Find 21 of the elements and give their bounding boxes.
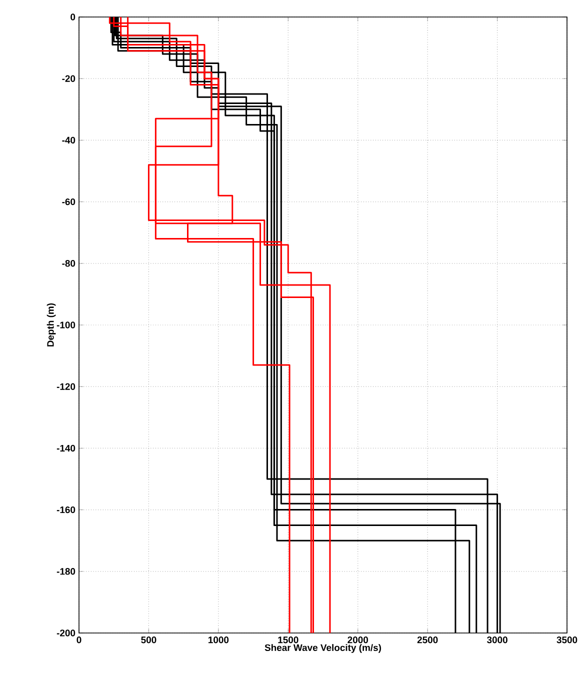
y-tick-label: -100: [56, 322, 76, 328]
x-tick-label: 1000: [208, 636, 229, 644]
x-tick-label: 1500: [278, 636, 298, 644]
y-tick-label: -40: [62, 136, 76, 144]
y-tick-label: -140: [56, 444, 76, 452]
x-tick-label: 0: [76, 636, 82, 644]
x-tick-label: 3500: [556, 636, 578, 644]
y-tick-label: -200: [56, 630, 76, 636]
x-tick-label: 2000: [348, 636, 368, 644]
y-tick-label: -80: [62, 260, 76, 267]
x-tick-label: 3000: [486, 636, 508, 644]
x-axis-title: Shear Wave Velocity (m/s): [264, 644, 382, 653]
y-tick-label: -160: [56, 506, 76, 514]
y-tick-label: -120: [56, 383, 76, 390]
y-tick-label: -60: [62, 198, 76, 206]
y-axis-title: Depth (m): [46, 303, 56, 346]
y-tick-label: -180: [56, 568, 76, 575]
x-tick-label: 2500: [417, 636, 438, 644]
x-tick-label: 500: [141, 636, 156, 644]
y-tick-label: -20: [62, 75, 76, 82]
y-tick-label: 0: [70, 14, 76, 20]
